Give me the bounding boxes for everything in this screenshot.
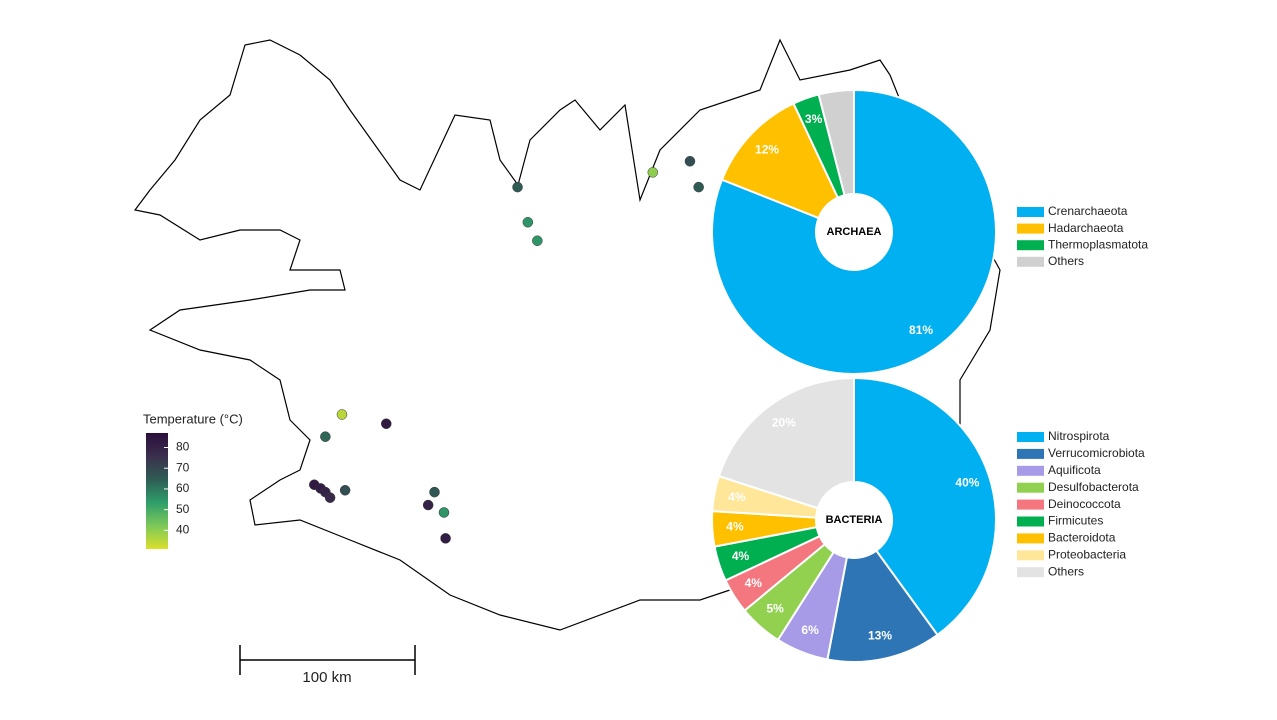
slice-label: 3% (805, 112, 823, 126)
pie-slice (817, 88, 855, 197)
legend-swatch (1017, 448, 1044, 459)
donut-hole (817, 195, 891, 269)
legend-label: Others (1048, 564, 1084, 578)
sample-point (324, 492, 336, 503)
colorbar-tick-label: 70 (176, 460, 190, 474)
legend-swatch (1017, 207, 1044, 217)
colorbar-tick-label: 80 (176, 440, 190, 454)
legend-label: Aquificota (1048, 463, 1101, 477)
sample-point (693, 181, 704, 193)
donut-hole (817, 483, 891, 557)
pie-slice (720, 102, 840, 220)
sample-point (381, 418, 392, 429)
pie-slice (717, 376, 855, 510)
center-label: ARCHAEA (827, 226, 882, 238)
legend-label: Proteobacteria (1048, 547, 1126, 561)
slice-label: 4% (726, 520, 744, 534)
slice-label: 20% (772, 416, 796, 430)
colorbar-tick-label: 60 (176, 481, 190, 495)
slice-label: 4% (745, 576, 763, 590)
slice-label: 4% (728, 490, 746, 504)
legend-swatch (1017, 432, 1044, 442)
slice-label: 81% (909, 323, 933, 337)
sample-point (336, 409, 348, 420)
sample-point (422, 499, 434, 511)
sample-point (339, 485, 351, 496)
legend-swatch (1017, 516, 1044, 527)
legend-swatch (1017, 499, 1044, 510)
colorbar (146, 433, 168, 549)
slice-label: 13% (868, 629, 892, 643)
sample-point (438, 507, 450, 518)
legend-swatch (1017, 240, 1044, 251)
legend-label: Nitrospirota (1048, 429, 1110, 443)
legend-label: Bacteroidota (1048, 531, 1116, 545)
legend-swatch (1017, 567, 1044, 578)
legend-swatch (1017, 533, 1044, 544)
colorbar-tick-label: 40 (176, 523, 190, 537)
legend-swatch (1017, 465, 1044, 476)
legend-label: Firmicutes (1048, 514, 1103, 528)
pie-slice (826, 549, 939, 663)
center-label: BACTERIA (826, 514, 883, 526)
legend-label: Verrucomicrobiota (1048, 446, 1145, 460)
legend-label: Others (1048, 254, 1084, 268)
slice-label: 12% (755, 143, 779, 157)
sample-point (684, 155, 696, 167)
legend-swatch (1017, 256, 1044, 267)
sample-point (512, 181, 523, 193)
legend-label: Desulfobacterota (1048, 480, 1139, 494)
slice-label: 4% (732, 549, 750, 563)
sample-point (429, 486, 440, 498)
slice-label: 40% (955, 475, 979, 489)
iceland-coastline (133, 38, 1001, 631)
legend-swatch (1017, 223, 1044, 234)
slice-label: 6% (801, 623, 819, 637)
pie-slice (853, 376, 997, 637)
slice-label: 5% (766, 602, 784, 616)
sample-point (320, 431, 331, 442)
sample-point (647, 167, 659, 178)
legend-label: Crenarchaeota (1048, 204, 1128, 218)
scale-bar (239, 645, 416, 675)
sample-point (440, 533, 451, 544)
legend-swatch (1017, 550, 1044, 561)
colorbar-title: Temperature (°C) (143, 411, 243, 426)
colorbar-tick-label: 50 (176, 502, 190, 516)
legend-label: Thermoplasmatota (1048, 237, 1148, 251)
legend-label: Hadarchaeota (1048, 221, 1124, 235)
sample-point (522, 216, 534, 228)
legend-swatch (1017, 482, 1044, 493)
pie-slice (711, 88, 997, 375)
legend-label: Deinococcota (1048, 497, 1121, 511)
sample-point (532, 235, 543, 246)
scale-label: 100 km (302, 669, 351, 686)
